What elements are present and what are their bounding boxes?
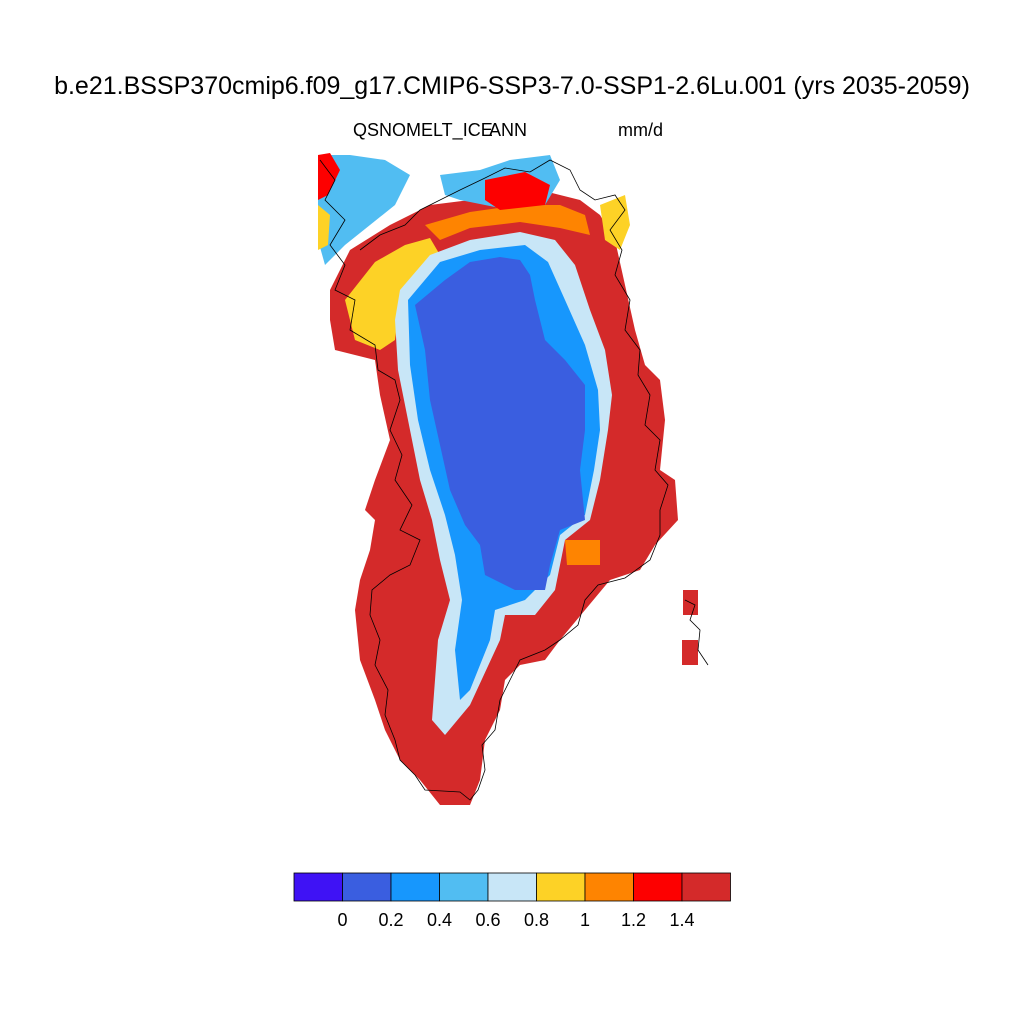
field-north-yellow — [318, 205, 330, 250]
colorbar-tick-label: 0.2 — [378, 910, 403, 930]
colorbar-tick-label: 1 — [580, 910, 590, 930]
colorbar-box — [681, 872, 731, 902]
field-north-cap-red — [485, 172, 550, 210]
coastline-greenland — [319, 159, 669, 801]
colorbar-tick-label: 0.6 — [475, 910, 500, 930]
field-interior-low-melt — [415, 257, 585, 590]
colorbar-box — [584, 872, 634, 902]
coastline-island — [684, 599, 709, 666]
field-band-orange — [425, 205, 590, 240]
colorbar-labels: 0 0.2 0.4 0.6 0.8 1 1.2 1.4 — [337, 910, 694, 930]
field-north-fragments — [318, 155, 410, 265]
melt-field — [318, 153, 698, 805]
colorbar-box — [390, 872, 440, 902]
colorbar-box — [487, 872, 537, 902]
plot-title: b.e21.BSSP370cmip6.f09_g17.CMIP6-SSP3-7.… — [54, 72, 970, 100]
colorbar-boxes — [293, 872, 731, 902]
field-band-yellow — [345, 238, 440, 350]
colorbar-box — [633, 872, 683, 902]
colorbar-box — [342, 872, 392, 902]
colorbar-tick-label: 0 — [337, 910, 347, 930]
coastline — [319, 159, 709, 801]
colorbar-tick-label: 1.4 — [669, 910, 694, 930]
field-band-yellow-east — [600, 195, 630, 250]
colorbar-box — [439, 872, 489, 902]
colorbar-box — [293, 872, 343, 902]
season-label: ANN — [489, 120, 528, 140]
colorbar-tick-label: 0.8 — [524, 910, 549, 930]
field-band-orange-se — [565, 540, 600, 565]
colorbar-box — [536, 872, 586, 902]
variable-label: QSNOMELT_ICE — [353, 120, 493, 140]
units-label: mm/d — [618, 120, 663, 140]
colorbar-tick-label: 1.2 — [621, 910, 646, 930]
colorbar-tick-label: 0.4 — [427, 910, 452, 930]
